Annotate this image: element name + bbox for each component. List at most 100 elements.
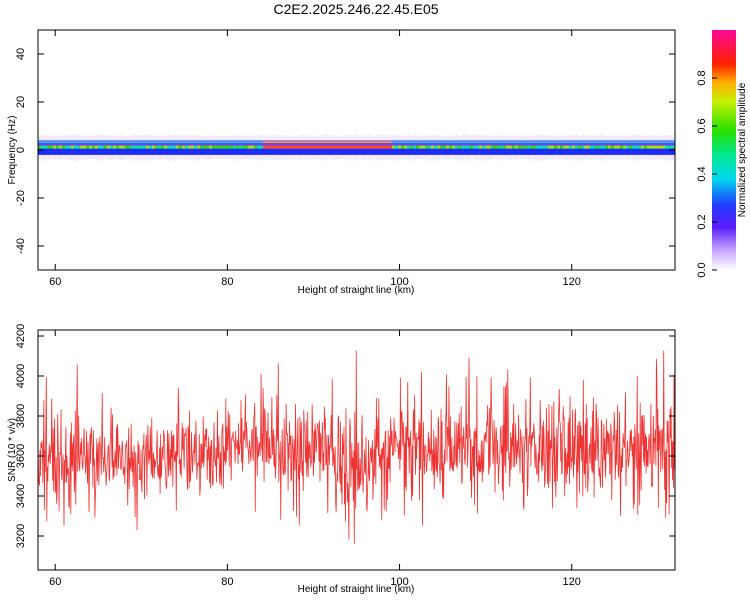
band-core	[629, 145, 632, 149]
band-lower	[92, 148, 95, 155]
band-core	[128, 145, 131, 149]
band-lower	[668, 148, 671, 155]
band-upper	[665, 141, 668, 143]
band-upper	[404, 141, 407, 143]
band-upper	[341, 141, 344, 143]
spectrogram-y-axis: -40 -20 0 20 40	[15, 48, 675, 254]
band-upper	[335, 141, 338, 143]
band-core	[344, 145, 347, 149]
band-upper	[365, 141, 368, 143]
band-lower	[425, 148, 428, 155]
band-upper	[107, 141, 110, 143]
band-upper	[308, 141, 311, 143]
band-lower	[506, 148, 509, 155]
band-core	[296, 145, 299, 149]
snr-panel: 60 80 100 120 3200 3400 3600 3800 4000 4200 Heig…	[7, 324, 676, 595]
band-lower	[578, 148, 581, 155]
band-lower	[593, 148, 596, 155]
band-lower	[542, 148, 545, 155]
band-lower	[215, 148, 218, 155]
band-core	[467, 145, 470, 149]
band-upper	[323, 141, 326, 143]
band-core	[527, 145, 530, 149]
colorbar-tick-label: 0.0	[696, 262, 708, 277]
band-upper	[413, 141, 416, 143]
band-core	[587, 145, 590, 149]
band-lower	[269, 148, 272, 155]
band-upper	[476, 141, 479, 143]
band-lower	[146, 148, 149, 155]
band-upper	[197, 141, 200, 143]
band-lower	[509, 148, 512, 155]
band-lower	[308, 148, 311, 155]
band-lower	[161, 148, 164, 155]
band-lower	[236, 148, 239, 155]
band-core	[53, 145, 56, 149]
band-core	[497, 145, 500, 149]
band-lower	[122, 148, 125, 155]
band-upper	[44, 141, 47, 143]
band-upper	[68, 141, 71, 143]
band-core	[557, 145, 560, 149]
band-lower	[647, 148, 650, 155]
band-core	[521, 145, 524, 149]
band-lower	[491, 148, 494, 155]
band-core	[665, 145, 668, 149]
band-upper	[593, 141, 596, 143]
band-lower	[575, 148, 578, 155]
band-upper	[221, 141, 224, 143]
band-lower	[95, 148, 98, 155]
band-core	[299, 145, 302, 149]
band-lower	[596, 148, 599, 155]
band-core	[266, 145, 269, 149]
band-core	[164, 145, 167, 149]
band-upper	[329, 141, 332, 143]
band-lower	[515, 148, 518, 155]
band-core	[518, 145, 521, 149]
band-lower	[428, 148, 431, 155]
band-core	[314, 145, 317, 149]
band-lower	[158, 148, 161, 155]
band-upper	[437, 141, 440, 143]
band-core	[482, 145, 485, 149]
band-upper	[620, 141, 623, 143]
band-lower	[524, 148, 527, 155]
band-core	[293, 145, 296, 149]
band-core	[368, 145, 371, 149]
band-core	[89, 145, 92, 149]
band-lower	[512, 148, 515, 155]
band-upper	[281, 141, 284, 143]
band-lower	[98, 148, 101, 155]
band-upper	[251, 141, 254, 143]
band-upper	[74, 141, 77, 143]
band-lower	[185, 148, 188, 155]
band-upper	[653, 141, 656, 143]
colorbar-tick-label: 0.8	[696, 70, 708, 85]
band-core	[632, 145, 635, 149]
band-lower	[386, 148, 389, 155]
band-upper	[317, 141, 320, 143]
band-upper	[59, 141, 62, 143]
band-lower	[206, 148, 209, 155]
band-upper	[500, 141, 503, 143]
band-core	[251, 145, 254, 149]
band-core	[560, 145, 563, 149]
band-lower	[407, 148, 410, 155]
band-lower	[116, 148, 119, 155]
band-core	[254, 145, 257, 149]
band-upper	[383, 141, 386, 143]
band-lower	[191, 148, 194, 155]
band-lower	[467, 148, 470, 155]
band-upper	[83, 141, 86, 143]
band-lower	[644, 148, 647, 155]
snr-plot-frame	[37, 329, 676, 571]
band-core	[428, 145, 431, 149]
band-core	[287, 145, 290, 149]
band-upper	[200, 141, 203, 143]
band-lower	[344, 148, 347, 155]
x-tick-label: 60	[49, 576, 61, 588]
band-core	[143, 145, 146, 149]
band-core	[647, 145, 650, 149]
band-upper	[215, 141, 218, 143]
band-upper	[449, 141, 452, 143]
